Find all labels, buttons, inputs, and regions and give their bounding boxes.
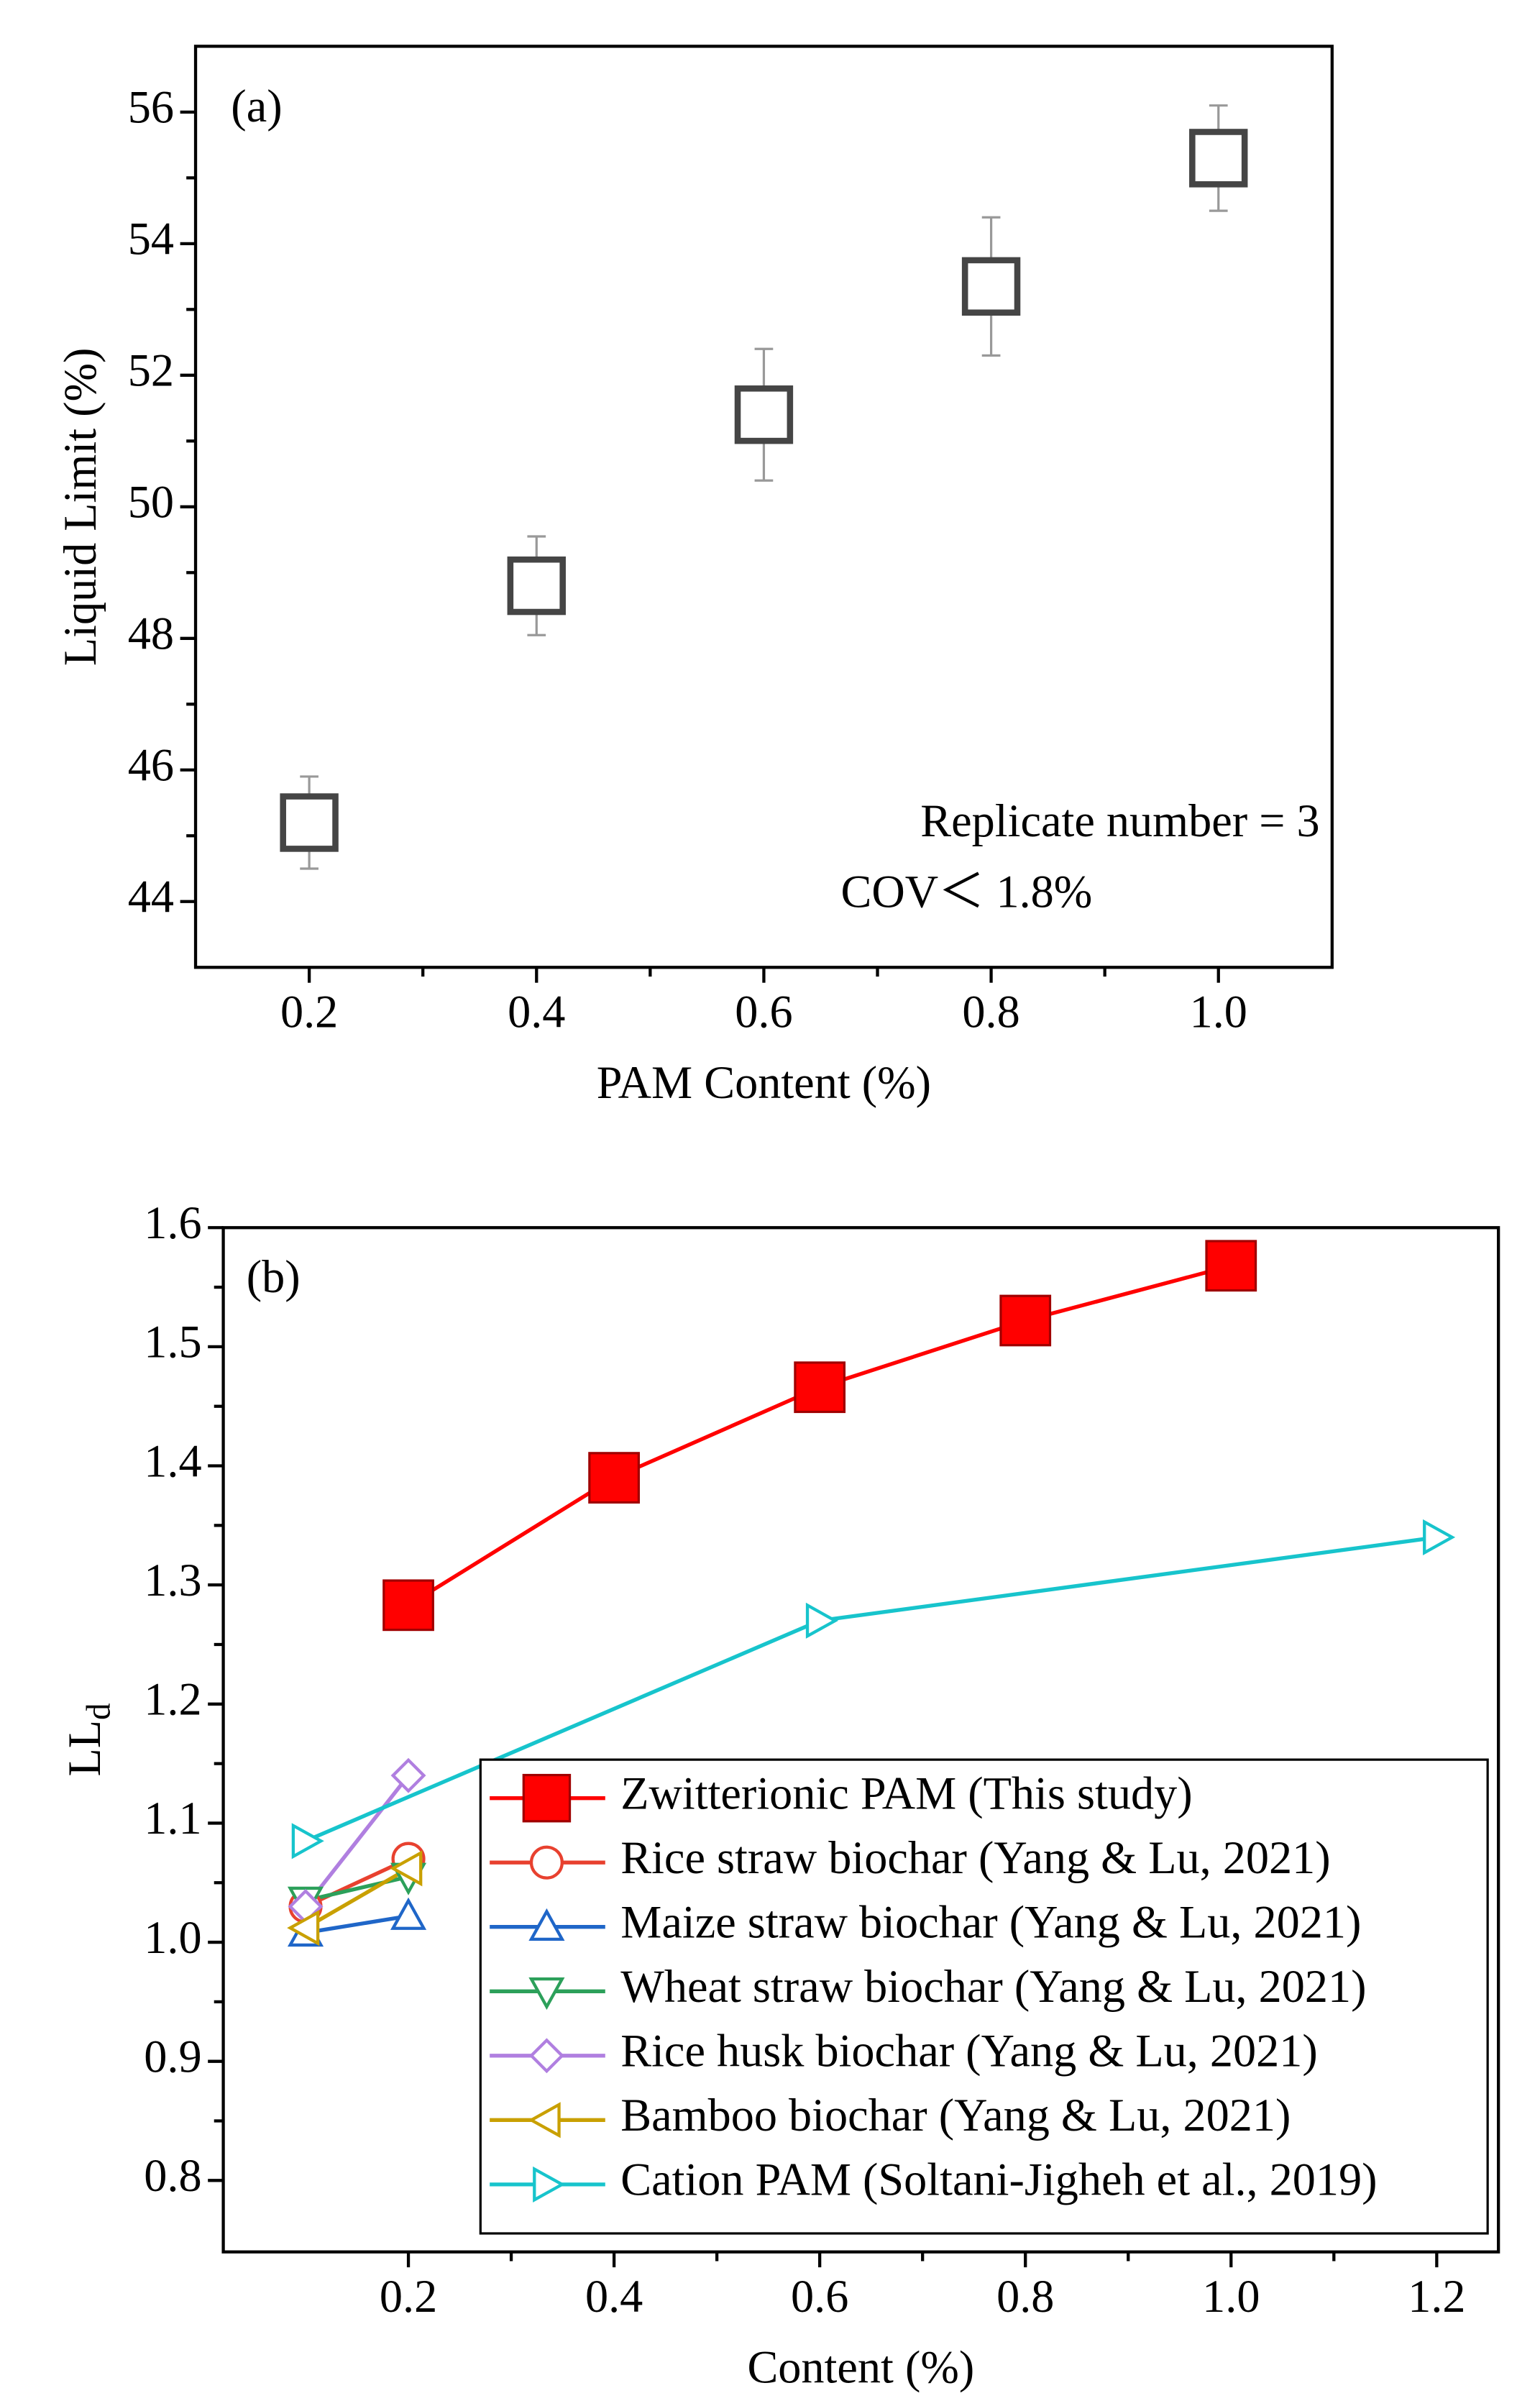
marker (528, 2102, 561, 2139)
marker (1423, 1519, 1456, 1555)
annotation: (a) (231, 81, 282, 132)
chart-panel: 0.2 0.4 0.6 0.8 1.0 44 46 48 50 52 54 56 PAM Content… (55, 45, 1334, 1108)
marker (1189, 129, 1248, 188)
y-tick-label: 50 (128, 477, 174, 528)
marker (287, 1910, 320, 1947)
x-tick-label: 0.8 (962, 987, 1019, 1038)
marker (528, 1908, 565, 1941)
y-axis-label: Liquid Limit (%) (55, 348, 106, 667)
marker (382, 1579, 434, 1632)
y-tick-label: 56 (128, 82, 174, 133)
y-tick-label: 0.9 (144, 2031, 201, 2082)
x-tick-label: 0.2 (280, 987, 338, 1038)
x-tick-label: 0.4 (585, 2271, 643, 2322)
series-line (407, 1263, 1232, 1607)
series-line (304, 1857, 410, 1908)
marker (528, 2038, 564, 2074)
y-tick-label: 44 (128, 872, 174, 923)
series-line (304, 1867, 410, 1930)
y-tick-label: 1.6 (144, 1197, 201, 1248)
chart-panel: 0.2 0.4 0.6 0.8 1.0 1.2 0.8 0.9 1.0 1.1 1.2 1.3 1.4 1… (59, 1197, 1500, 2393)
marker (291, 1823, 324, 1860)
marker (533, 2166, 566, 2203)
legend-label: Bamboo biochar (Yang & Lu, 2021) (620, 2090, 1291, 2141)
marker (528, 1977, 565, 2011)
x-tick-label: 0.6 (791, 2271, 848, 2322)
marker (794, 1361, 846, 1414)
marker (805, 1602, 838, 1639)
marker (961, 257, 1021, 316)
legend-label: Wheat straw biochar (Yang & Lu, 2021) (620, 1961, 1366, 2012)
y-tick-label: 54 (128, 214, 174, 265)
marker (390, 1850, 423, 1887)
y-tick-label: 1.4 (144, 1435, 201, 1486)
series-line (303, 1774, 411, 1908)
legend-label: Rice straw biochar (Yang & Lu, 2021) (620, 1832, 1330, 1883)
y-tick-label: 0.8 (144, 2150, 201, 2201)
annotation: Replicate number = 3 (920, 795, 1319, 846)
y-tick-label: 1.5 (144, 1317, 201, 1368)
legend-label: Cation PAM (Soltani-Jigheh et al., 2019) (620, 2154, 1377, 2205)
marker (390, 1897, 427, 1930)
marker (390, 1757, 426, 1793)
x-axis-label: PAM Content (%) (597, 1057, 931, 1108)
x-tick-label: 1.0 (1202, 2271, 1260, 2322)
x-tick-label: 0.4 (508, 987, 565, 1038)
y-tick-label: 1.1 (144, 1793, 201, 1844)
y-tick-label: 52 (128, 345, 174, 396)
marker (507, 556, 566, 616)
y-tick-label: 1.3 (144, 1555, 201, 1606)
annotation: (b) (247, 1251, 301, 1302)
y-axis-label-subscript: d (80, 1703, 117, 1720)
x-tick-label: 1.0 (1190, 987, 1247, 1038)
y-tick-label: 48 (128, 608, 174, 659)
y-axis-label-main: Liquid Limit (%) (55, 348, 106, 667)
plot-frame (221, 1226, 1500, 2254)
x-tick-label: 0.8 (996, 2271, 1054, 2322)
marker (588, 1452, 640, 1504)
legend-label: Zwitterionic PAM (This study) (620, 1767, 1192, 1819)
y-tick-label: 1.2 (144, 1674, 201, 1725)
marker (999, 1294, 1052, 1347)
series-line (305, 1875, 409, 1903)
y-tick-label: 1.0 (144, 1912, 201, 1963)
series-line (305, 1913, 409, 1935)
y-axis-label-main: LL (59, 1720, 110, 1777)
marker (280, 793, 339, 852)
marker (522, 1773, 572, 1823)
annotation: COV＜ 1.8% (841, 866, 1093, 917)
legend: Zwitterionic PAM (This study) Rice straw … (479, 1758, 1489, 2235)
y-tick-label: 46 (128, 740, 174, 791)
legend-label: Rice husk biochar (Yang & Lu, 2021) (620, 2026, 1318, 2077)
marker (529, 1845, 564, 1880)
marker (734, 385, 794, 444)
y-axis-label: LLd (59, 1703, 117, 1776)
x-tick-label: 1.2 (1408, 2271, 1465, 2322)
x-axis-label: Content (%) (747, 2342, 974, 2393)
legend-frame (479, 1758, 1489, 2235)
legend-label: Maize straw biochar (Yang & Lu, 2021) (620, 1896, 1361, 1947)
x-tick-label: 0.2 (380, 2271, 437, 2322)
marker (1205, 1240, 1257, 1292)
x-tick-label: 0.6 (735, 987, 792, 1038)
